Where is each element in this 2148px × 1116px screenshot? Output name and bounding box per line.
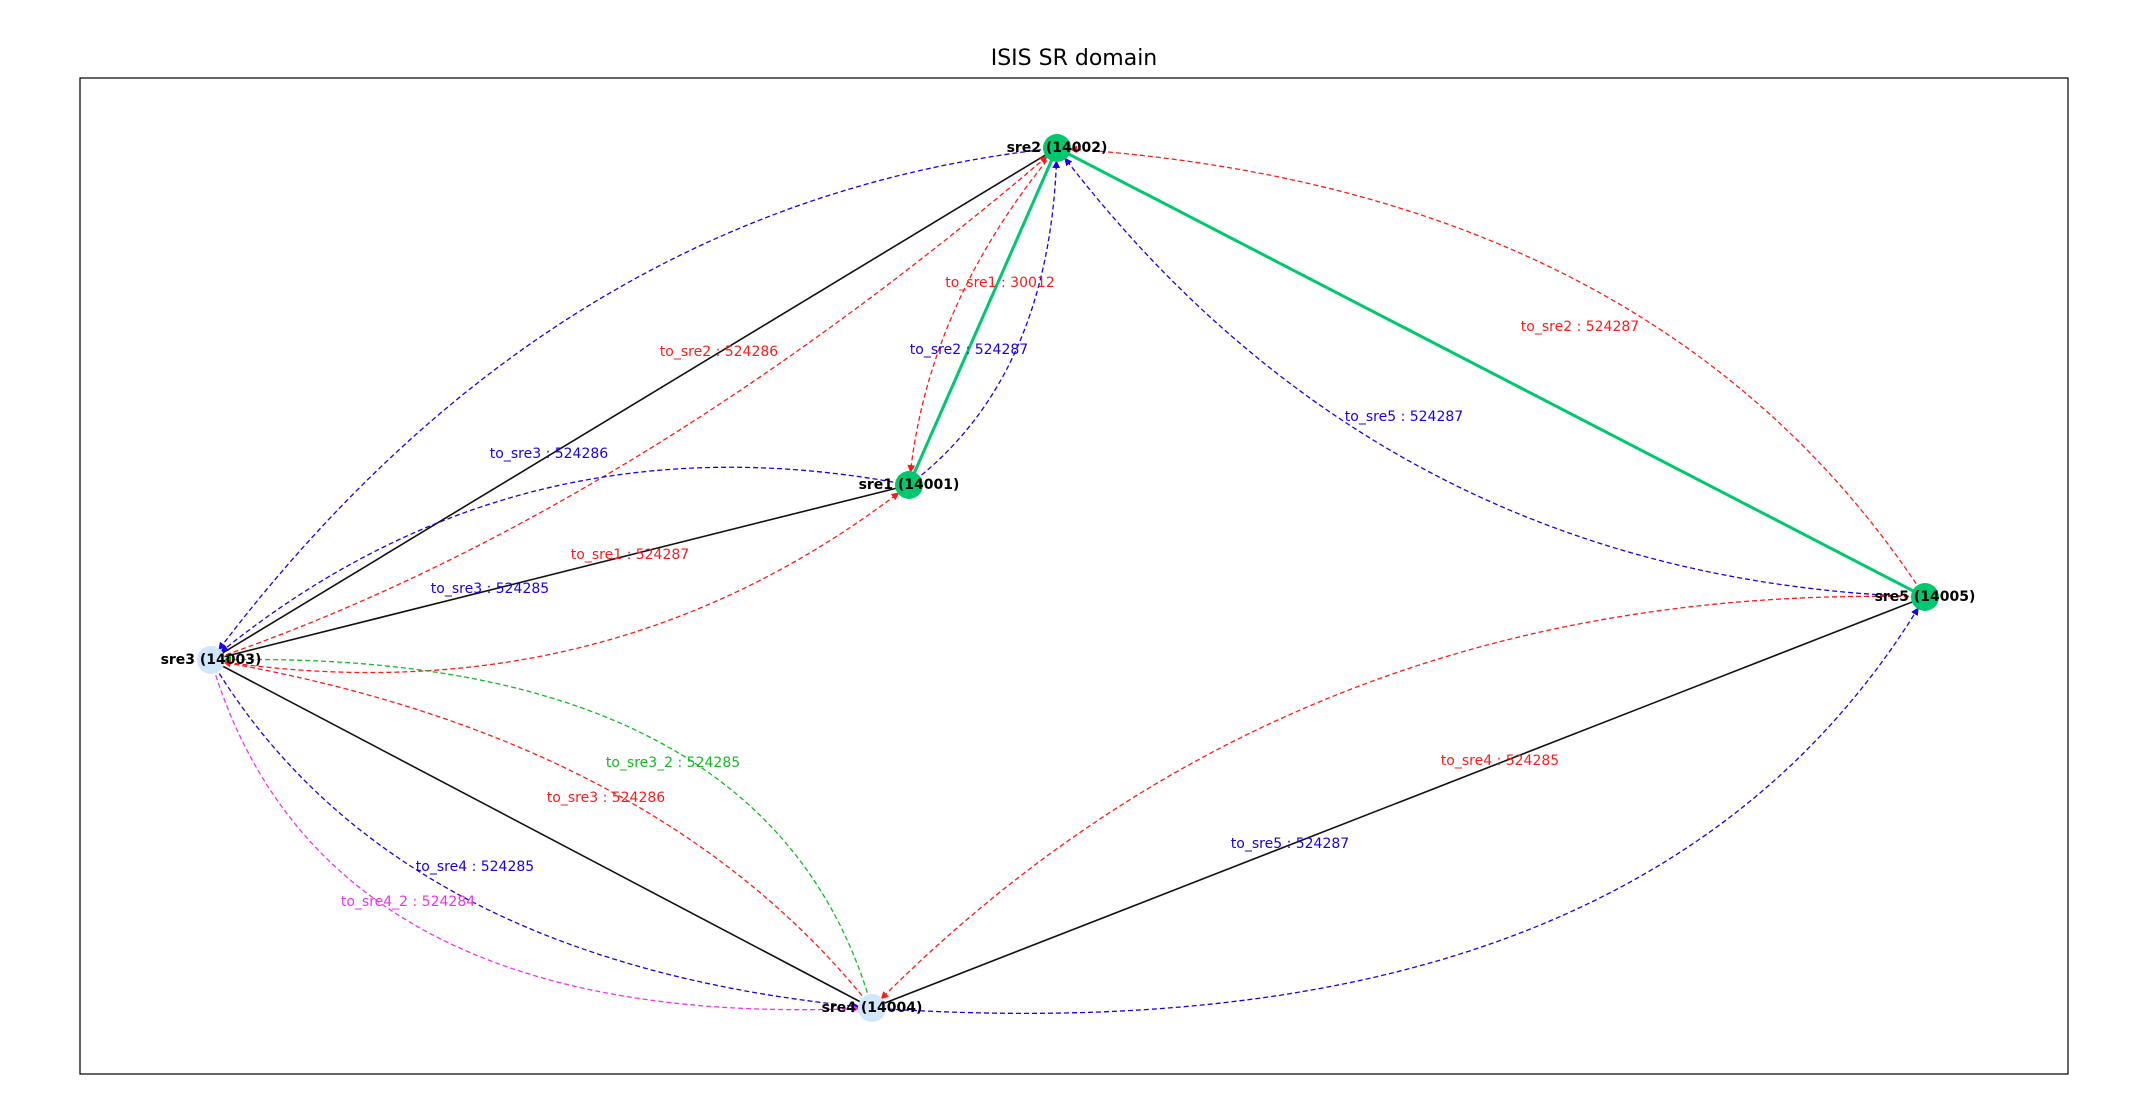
tunnel-label: to_sre3 : 524285 — [431, 581, 549, 597]
tunnel-path-13 — [871, 607, 1919, 1014]
tunnel-path-7 — [1064, 157, 1926, 598]
node-sre2 — [1043, 134, 1071, 162]
link-sre4-sre5 — [871, 596, 1926, 1009]
tunnel-path-10 — [210, 659, 860, 1010]
links-layer — [210, 146, 1926, 1009]
tunnel-path-2 — [210, 155, 1048, 661]
tunnels-layer — [210, 145, 1926, 1014]
labels-layer: to_sre1 : 30012 to_sre2 : 524287 to_sre2 :… — [161, 140, 1976, 1016]
node-label-sre4: sre4 (14004) — [822, 1000, 923, 1016]
tunnel-path-0 — [907, 147, 1058, 473]
node-sre1 — [895, 471, 923, 499]
link-sre2-sre5 — [1056, 146, 1926, 599]
tunnel-label: to_sre3 : 524286 — [490, 446, 608, 462]
tunnel-label: to_sre4_2 : 524284 — [341, 894, 475, 910]
tunnel-label: to_sre1 : 524287 — [571, 547, 689, 563]
tunnel-label: to_sre2 : 524286 — [660, 344, 778, 360]
tunnel-label: to_sre3_2 : 524285 — [606, 755, 740, 771]
link-sre3-sre4 — [210, 659, 873, 1009]
plot-frame — [79, 77, 2069, 1075]
diagram-title: ISIS SR domain — [990, 46, 1158, 71]
tunnel-path-3 — [218, 147, 1058, 651]
node-label-sre1: sre1 (14001) — [859, 477, 960, 493]
tunnel-path-11 — [210, 659, 860, 1013]
tunnel-label: to_sre5 : 524287 — [1345, 409, 1463, 425]
node-sre4 — [858, 994, 886, 1022]
link-sre3-sre2 — [210, 147, 1058, 661]
tunnel-label: to_sre4 : 524285 — [416, 859, 534, 875]
node-sre3 — [197, 646, 225, 674]
tunnel-label: to_sre5 : 524287 — [1231, 836, 1349, 852]
node-label-sre3: sre3 (14003) — [161, 652, 262, 668]
tunnel-label: to_sre1 : 30012 — [945, 275, 1054, 291]
tunnel-path-4 — [210, 492, 900, 674]
node-label-sre2: sre2 (14002) — [1007, 140, 1108, 156]
nodes-layer — [197, 134, 1939, 1022]
tunnel-path-12 — [880, 595, 1926, 1000]
tunnel-path-1 — [908, 160, 1061, 486]
tunnel-label: to_sre2 : 524287 — [1521, 319, 1639, 335]
link-sre3-sre1 — [210, 484, 910, 661]
tunnel-label: to_sre4 : 524285 — [1441, 753, 1559, 769]
link-sre1-sre2 — [907, 147, 1059, 486]
node-sre5 — [1911, 583, 1939, 611]
tunnel-path-8 — [223, 655, 873, 1009]
tunnel-label: to_sre2 : 524287 — [910, 342, 1028, 358]
tunnel-path-6 — [1069, 145, 1926, 598]
tunnel-path-5 — [220, 466, 910, 653]
tunnel-label: to_sre3 : 524286 — [547, 790, 665, 806]
tunnel-path-9 — [223, 659, 873, 1009]
node-label-sre5: sre5 (14005) — [1875, 589, 1976, 605]
